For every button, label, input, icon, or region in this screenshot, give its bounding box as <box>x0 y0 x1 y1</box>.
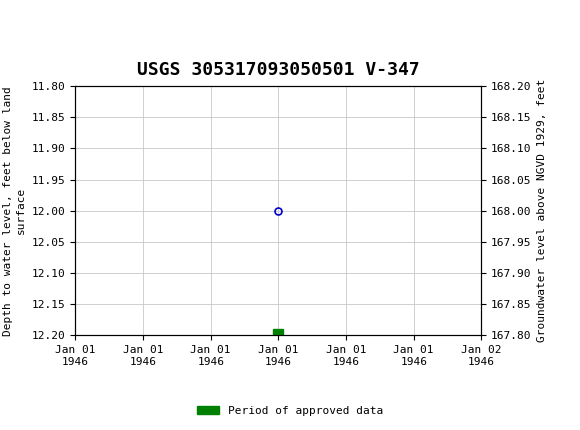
Title: USGS 305317093050501 V-347: USGS 305317093050501 V-347 <box>137 61 420 79</box>
Legend: Period of approved data: Period of approved data <box>193 401 387 420</box>
Text: USGS: USGS <box>38 9 97 28</box>
Y-axis label: Groundwater level above NGVD 1929, feet: Groundwater level above NGVD 1929, feet <box>537 79 547 342</box>
Bar <box>273 329 284 335</box>
Y-axis label: Depth to water level, feet below land
surface: Depth to water level, feet below land su… <box>3 86 26 335</box>
